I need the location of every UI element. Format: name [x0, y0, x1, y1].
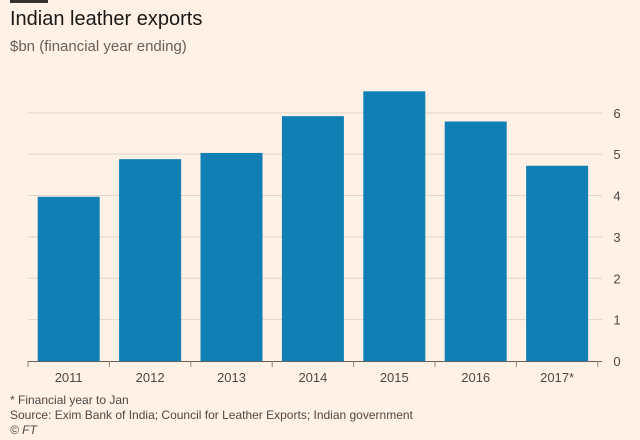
x-tick-label: 2016	[461, 370, 490, 385]
bar	[281, 116, 344, 361]
x-tick-label: 2011	[55, 370, 83, 385]
footnote: * Financial year to Jan	[10, 393, 129, 407]
bar	[37, 196, 100, 361]
bar-layer	[37, 91, 589, 362]
y-tick-label: 1	[613, 313, 620, 328]
top-rule	[10, 0, 48, 3]
y-tick-label: 5	[613, 147, 620, 162]
axis-layer: 0 1 2 3 4 5 6 2011 2012 2013 2014 2015 2016 2017*	[27, 106, 621, 385]
chart-subtitle: $bn (financial year ending)	[10, 38, 187, 55]
chart-title: Indian leather exports	[10, 8, 203, 30]
y-tick-label: 2	[613, 271, 620, 286]
bar	[363, 91, 426, 362]
bar	[200, 152, 263, 361]
x-tick-label: 2015	[380, 370, 409, 385]
x-tick-label: 2012	[136, 370, 165, 385]
bar	[119, 159, 182, 361]
source-note: Source: Exim Bank of India; Council for …	[10, 408, 413, 422]
bar	[526, 165, 589, 361]
x-tick-label: 2014	[298, 370, 327, 385]
y-tick-label: 4	[613, 189, 620, 204]
bar	[444, 121, 507, 361]
y-tick-label: 3	[613, 230, 620, 245]
x-tick-label: 2017*	[540, 370, 574, 385]
copyright: © FT	[10, 423, 37, 437]
y-tick-label: 6	[613, 106, 620, 121]
y-tick-label: 0	[613, 354, 620, 369]
x-tick-label: 2013	[217, 370, 246, 385]
